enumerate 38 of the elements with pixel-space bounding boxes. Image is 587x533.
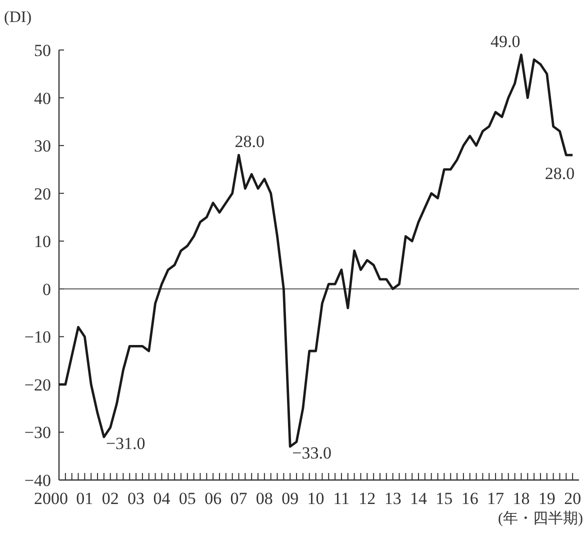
x-tick-label: 15: [436, 489, 453, 508]
x-tick-label: 05: [178, 489, 196, 508]
x-tick-label: 2000: [34, 489, 68, 508]
x-tick-label: 17: [487, 489, 505, 508]
x-tick-label: 14: [410, 489, 428, 508]
annotation: −31.0: [106, 434, 146, 453]
y-tick-label: 40: [34, 88, 51, 108]
y-tick-label: 0: [42, 280, 51, 299]
x-axis-title: (年・四半期): [498, 510, 583, 527]
x-tick-label: 07: [230, 489, 248, 508]
y-tick-label: −40: [24, 471, 51, 490]
y-tick-label: 50: [34, 41, 51, 60]
annotation: 28.0: [234, 132, 265, 152]
x-tick-label: 13: [384, 489, 402, 508]
x-tick-label: 04: [153, 489, 171, 508]
x-tick-label: 12: [358, 489, 376, 508]
x-tick-label: 09: [282, 489, 299, 508]
x-tick-label: 01: [76, 489, 94, 508]
x-tick-label: 06: [204, 489, 222, 508]
x-tick-label: 19: [538, 489, 556, 508]
x-tick-label: 18: [512, 489, 530, 508]
y-axis-title: (DI): [4, 9, 32, 26]
x-tick-label: 02: [102, 489, 119, 508]
y-tick-label: −30: [24, 423, 51, 442]
y-tick-label: 30: [34, 136, 51, 156]
x-tick-label: 08: [256, 489, 273, 508]
x-tick-label: 11: [333, 489, 350, 508]
annotation: −33.0: [292, 444, 332, 463]
y-tick-label: 20: [34, 184, 51, 204]
x-tick-label: 03: [128, 489, 145, 508]
x-tick-label: 10: [307, 489, 324, 508]
y-tick-label: 10: [34, 232, 51, 252]
y-tick-label: −20: [24, 375, 51, 394]
x-tick-label: 16: [461, 489, 478, 508]
annotation: 28.0: [544, 164, 575, 184]
annotation: 49.0: [490, 32, 520, 51]
x-tick-label: 20: [564, 489, 582, 508]
y-tick-label: −10: [24, 328, 51, 347]
